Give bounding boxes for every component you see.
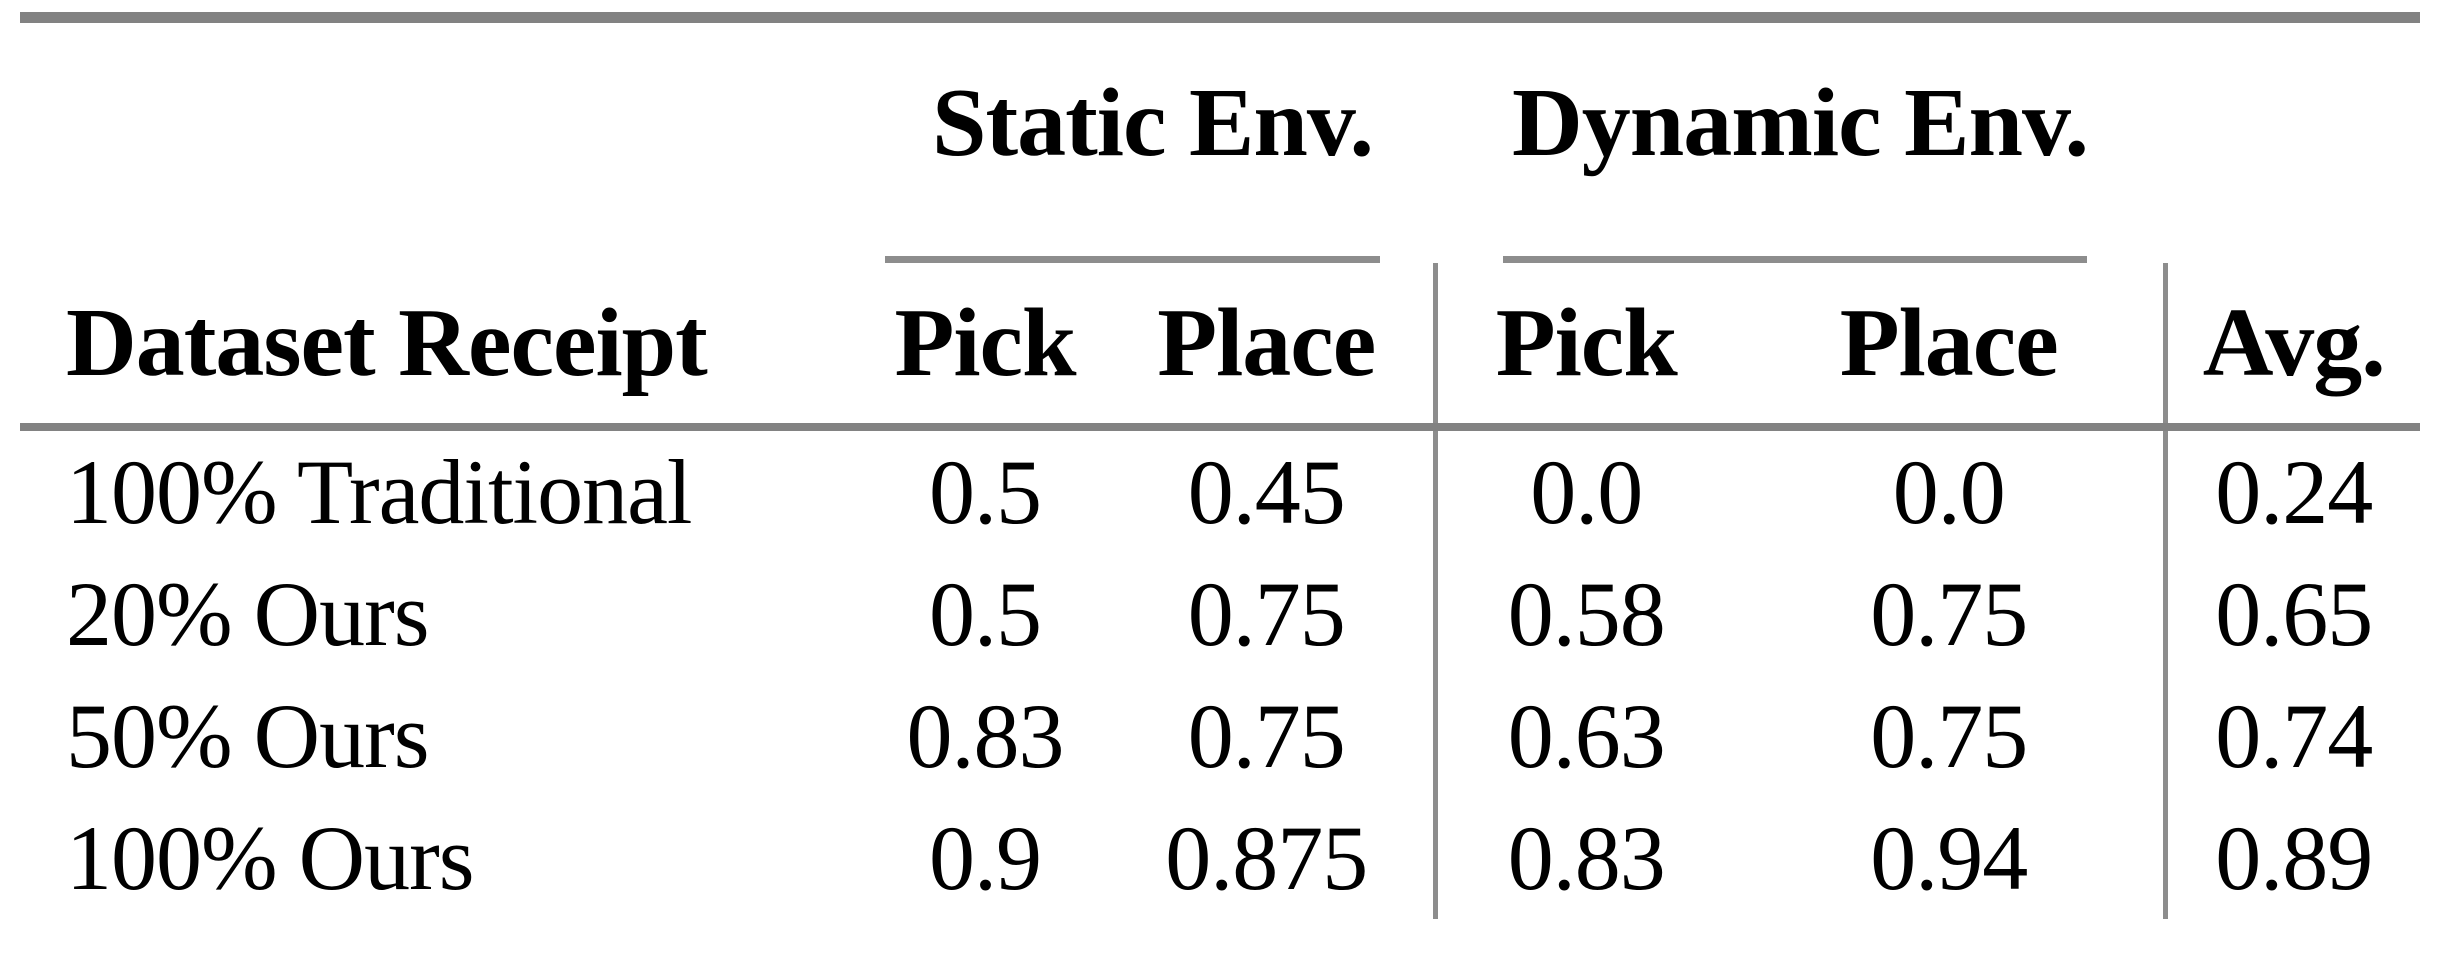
- cell-dynamic-place: 0.94: [1870, 807, 2028, 909]
- cell-dynamic-place: 0.75: [1870, 685, 2028, 787]
- cell-dynamic-pick: 0.63: [1432, 675, 1735, 797]
- header-static-place: Place: [1100, 263, 1435, 431]
- cell-static-place: 0.45: [1187, 441, 1346, 543]
- row-label: 50% Ours: [66, 685, 430, 787]
- column-header-row: Dataset Receipt Pick Place Pick Place Av…: [20, 263, 2421, 431]
- column-group-dynamic: Dynamic Env.: [1435, 23, 2165, 263]
- row-label: 20% Ours: [66, 563, 430, 665]
- group-header-spacer: [20, 23, 870, 263]
- header-dynamic-place: Place: [1735, 263, 2166, 431]
- table-row: 50% Ours 0.83 0.75 0.63 0.75 0.74: [20, 675, 2421, 797]
- column-group-static-label: Static Env.: [932, 69, 1374, 177]
- header-static-pick: Pick: [870, 263, 1100, 431]
- table-row: 20% Ours 0.5 0.75 0.58 0.75 0.65: [20, 553, 2421, 675]
- cell-avg: 0.74: [2162, 675, 2421, 797]
- cell-avg: 0.24: [2162, 427, 2421, 553]
- cell-static-pick: 0.5: [929, 563, 1042, 665]
- cell-static-pick: 0.9: [929, 807, 1042, 909]
- row-label: 100% Ours: [66, 807, 475, 909]
- cell-dynamic-pick: 0.83: [1432, 797, 1735, 919]
- cell-static-place: 0.75: [1187, 685, 1346, 787]
- cell-dynamic-place: 0.0: [1892, 441, 2006, 543]
- column-group-static: Static Env.: [870, 23, 1435, 263]
- column-group-row: Static Env. Dynamic Env.: [20, 23, 2420, 263]
- cell-static-place: 0.75: [1187, 563, 1346, 665]
- cell-dynamic-pick: 0.0: [1432, 427, 1735, 553]
- cell-dynamic-place: 0.75: [1870, 563, 2028, 665]
- bottom-spacer: [20, 919, 2420, 966]
- results-table-container: Static Env. Dynamic Env. Dataset Receipt…: [20, 12, 2421, 966]
- static-group-underline: [885, 256, 1380, 263]
- results-table: Static Env. Dynamic Env. Dataset Receipt…: [20, 23, 2421, 966]
- table-row: 100% Traditional 0.5 0.45 0.0 0.0 0.24: [20, 427, 2421, 553]
- header-dynamic-pick: Pick: [1432, 263, 1735, 431]
- column-group-dynamic-label: Dynamic Env.: [1511, 69, 2089, 177]
- bottom-spacer-row: [20, 919, 2420, 966]
- group-header-spacer-avg: [2165, 23, 2420, 263]
- header-avg: Avg.: [2162, 263, 2421, 431]
- top-rule: [20, 12, 2420, 23]
- cell-dynamic-pick: 0.58: [1432, 553, 1735, 675]
- row-label: 100% Traditional: [66, 441, 692, 543]
- cell-static-pick: 0.5: [929, 441, 1042, 543]
- header-dataset-receipt: Dataset Receipt: [20, 263, 870, 431]
- dynamic-group-underline: [1503, 256, 2088, 263]
- table-row: 100% Ours 0.9 0.875 0.83 0.94 0.89: [20, 797, 2421, 919]
- cell-avg: 0.89: [2162, 797, 2421, 919]
- cell-static-place: 0.875: [1165, 807, 1368, 909]
- cell-avg: 0.65: [2162, 553, 2421, 675]
- cell-static-pick: 0.83: [906, 685, 1065, 787]
